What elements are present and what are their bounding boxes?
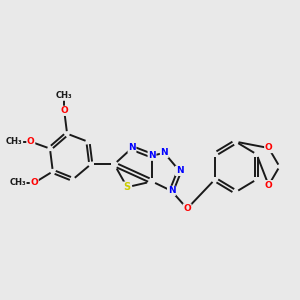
Text: O: O: [30, 178, 38, 188]
Text: O: O: [183, 204, 191, 213]
Text: O: O: [265, 143, 272, 152]
Text: O: O: [27, 137, 35, 146]
Text: N: N: [128, 143, 136, 152]
Text: N: N: [148, 151, 156, 160]
Text: CH₃: CH₃: [6, 137, 22, 146]
Text: CH₃: CH₃: [9, 178, 26, 188]
Text: O: O: [265, 181, 272, 190]
Text: O: O: [60, 106, 68, 115]
Text: S: S: [124, 182, 131, 192]
Text: N: N: [168, 186, 175, 195]
Text: N: N: [160, 148, 168, 158]
Text: CH₃: CH₃: [56, 91, 73, 100]
Text: N: N: [176, 167, 183, 176]
